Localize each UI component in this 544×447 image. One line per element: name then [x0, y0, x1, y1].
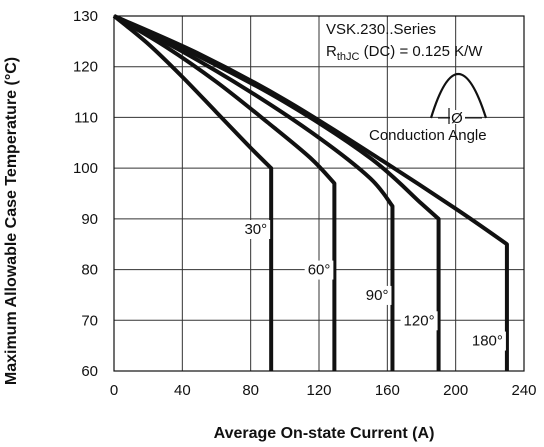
- curve-label-2: 60°: [308, 262, 331, 279]
- annotation-thermal-resistance: RthJC (DC) = 0.125 K/W: [326, 43, 483, 63]
- conduction-angle-label: Conduction Angle: [369, 127, 487, 144]
- annotation-series-name: VSK.230..Series: [326, 21, 436, 38]
- curve-label-4: 120°: [404, 312, 435, 329]
- series-line-1: [112, 14, 274, 371]
- annotation-box: VSK.230..Series RthJC (DC) = 0.125 K/W Ø…: [326, 21, 488, 144]
- curve-labels: 30° 60° 90° 120° 180°: [241, 220, 506, 351]
- curves: [112, 14, 509, 371]
- y-tick-label: 80: [81, 262, 98, 279]
- x-tick-label: 120: [306, 382, 331, 399]
- y-tick-label: 120: [73, 59, 98, 76]
- x-tick-label: 40: [174, 382, 191, 399]
- x-tick-label: 200: [443, 382, 468, 399]
- conduction-angle-symbol: Ø: [451, 110, 463, 127]
- series-line-5: [113, 14, 509, 371]
- x-tick-label: 240: [511, 382, 536, 399]
- y-tick-label: 100: [73, 160, 98, 177]
- y-axis-label: Maximum Allowable Case Temperature (°C): [3, 57, 20, 385]
- curve-label-3: 90°: [366, 287, 389, 304]
- y-tick-label: 70: [81, 312, 98, 329]
- curve-label-1: 30°: [244, 221, 267, 238]
- curve-label-5: 180°: [472, 333, 503, 350]
- x-tick-label: 160: [375, 382, 400, 399]
- series-line-3: [113, 14, 395, 371]
- series-line-2: [112, 14, 337, 371]
- y-tick-label: 60: [81, 363, 98, 380]
- y-tick-label: 110: [74, 109, 98, 126]
- conduction-angle-waveform: [429, 72, 488, 119]
- y-tick-label: 90: [81, 211, 98, 228]
- x-tick-label: 80: [242, 382, 259, 399]
- y-tick-labels: 60 70 80 90 100 110 120 130: [73, 8, 98, 380]
- x-tick-label: 0: [110, 382, 118, 399]
- series-line-4: [113, 14, 441, 371]
- x-tick-labels: 0 40 80 120 160 200 240: [110, 382, 537, 399]
- plot-frame: [113, 15, 525, 372]
- y-tick-label: 130: [73, 8, 98, 25]
- x-axis-label: Average On-state Current (A): [214, 425, 435, 442]
